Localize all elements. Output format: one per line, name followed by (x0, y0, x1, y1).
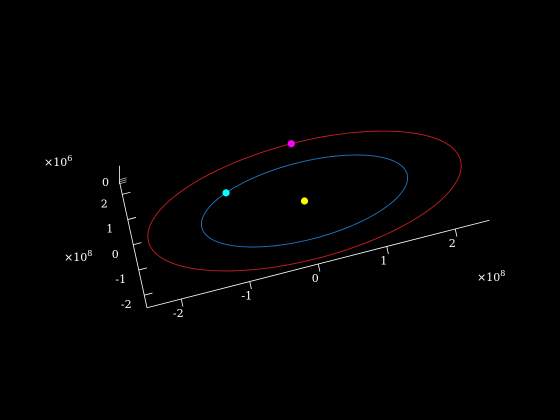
orbit-line (200, 154, 409, 248)
y-tick-label: 2 (101, 197, 108, 210)
orbit-line (147, 130, 462, 272)
y-tick-label: -2 (121, 298, 132, 311)
y-axis-ticks: -2 -1 0 1 2 (101, 191, 153, 311)
x-tick-label: 2 (449, 237, 456, 250)
z-tick-mark (119, 181, 127, 185)
x-tick-mark (180, 298, 184, 307)
x-tick-label: 0 (312, 272, 319, 285)
y-tick-label: 0 (112, 248, 119, 261)
y-tick-label: 1 (106, 223, 113, 236)
orbit-series-group (147, 130, 462, 272)
x-tick-mark (317, 263, 321, 272)
z-axis-exponent: ×106 (44, 154, 72, 169)
y-axis-exponent: ×108 (64, 249, 92, 264)
x-tick-mark (386, 246, 389, 255)
z-axis-ticks: 0 (102, 176, 127, 189)
y-tick-mark (138, 267, 148, 271)
y-tick-mark (127, 217, 137, 220)
body-marker (222, 189, 230, 197)
x-tick-label: -1 (241, 290, 252, 303)
x-tick-mark (454, 228, 458, 237)
x-axis-ticks: -2 -1 0 1 2 (173, 228, 458, 320)
z-tick-label: 0 (102, 176, 109, 189)
x-tick-mark (249, 281, 252, 290)
z-tick-mark (119, 179, 127, 183)
x-tick-label: 1 (380, 255, 387, 268)
body-marker (300, 197, 309, 205)
y-tick-mark (122, 191, 131, 195)
x-axis-exponent: ×108 (477, 269, 505, 284)
z-tick-mark (119, 177, 127, 181)
y-tick-label: -1 (115, 273, 126, 286)
body-markers-group (222, 140, 309, 205)
x-tick-label: -2 (173, 307, 184, 320)
body-marker (287, 140, 295, 148)
y-tick-mark (133, 242, 142, 246)
y-tick-mark (144, 292, 153, 296)
axes-group (119, 165, 490, 309)
